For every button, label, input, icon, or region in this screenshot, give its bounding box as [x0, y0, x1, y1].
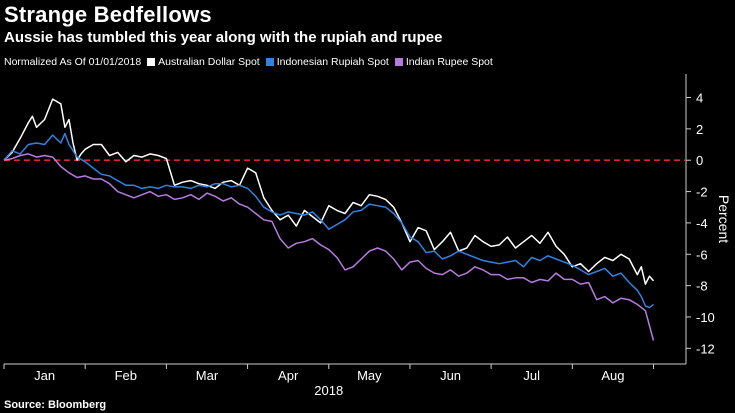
y-tick-label: 0 — [696, 153, 703, 168]
y-tick-label: -2 — [696, 185, 708, 200]
chart-title: Strange Bedfellows — [4, 2, 212, 27]
series-line-aud — [3, 98, 655, 285]
legend-entry-idr: Indonesian Rupiah Spot — [265, 56, 389, 68]
x-tick-label: Jun — [440, 368, 461, 383]
y-tick-label: 2 — [696, 122, 703, 137]
source-note: Source: Bloomberg — [4, 399, 107, 411]
y-tick-label: -10 — [696, 310, 715, 325]
y-tick-label: -6 — [696, 247, 708, 262]
x-tick-label: Aug — [601, 368, 624, 383]
x-tick-label: Apr — [278, 368, 299, 383]
x-tick-label: Jul — [523, 368, 540, 383]
legend-normalization-note: Normalized As Of 01/01/2018 — [4, 56, 142, 68]
series-line-inr — [3, 153, 655, 341]
x-tick-label: Mar — [196, 368, 219, 383]
y-tick-label: 4 — [696, 91, 703, 106]
legend-entry-aud: Australian Dollar Spot — [147, 56, 260, 68]
y-tick-label: -12 — [696, 341, 715, 356]
legend-swatch-inr — [394, 58, 403, 66]
legend-swatch-aud — [147, 58, 156, 66]
x-tick-label: May — [357, 368, 382, 383]
series-line-idr — [3, 132, 654, 309]
x-axis-title: 2018 — [314, 383, 343, 398]
y-tick-label: -8 — [696, 279, 708, 294]
y-tick-label: -4 — [696, 216, 708, 231]
legend-label-idr: Indonesian Rupiah Spot — [276, 56, 389, 68]
x-tick-label: Feb — [115, 368, 137, 383]
legend: Normalized As Of 01/01/2018 Australian D… — [4, 56, 499, 68]
legend-swatch-idr — [265, 58, 274, 66]
y-axis-title: Percent — [716, 195, 732, 243]
x-tick-label: Jan — [34, 368, 55, 383]
legend-label-inr: Indian Rupee Spot — [405, 56, 493, 68]
legend-label-aud: Australian Dollar Spot — [158, 56, 260, 68]
legend-entry-inr: Indian Rupee Spot — [394, 56, 493, 68]
chart-subtitle: Aussie has tumbled this year along with … — [4, 29, 443, 46]
